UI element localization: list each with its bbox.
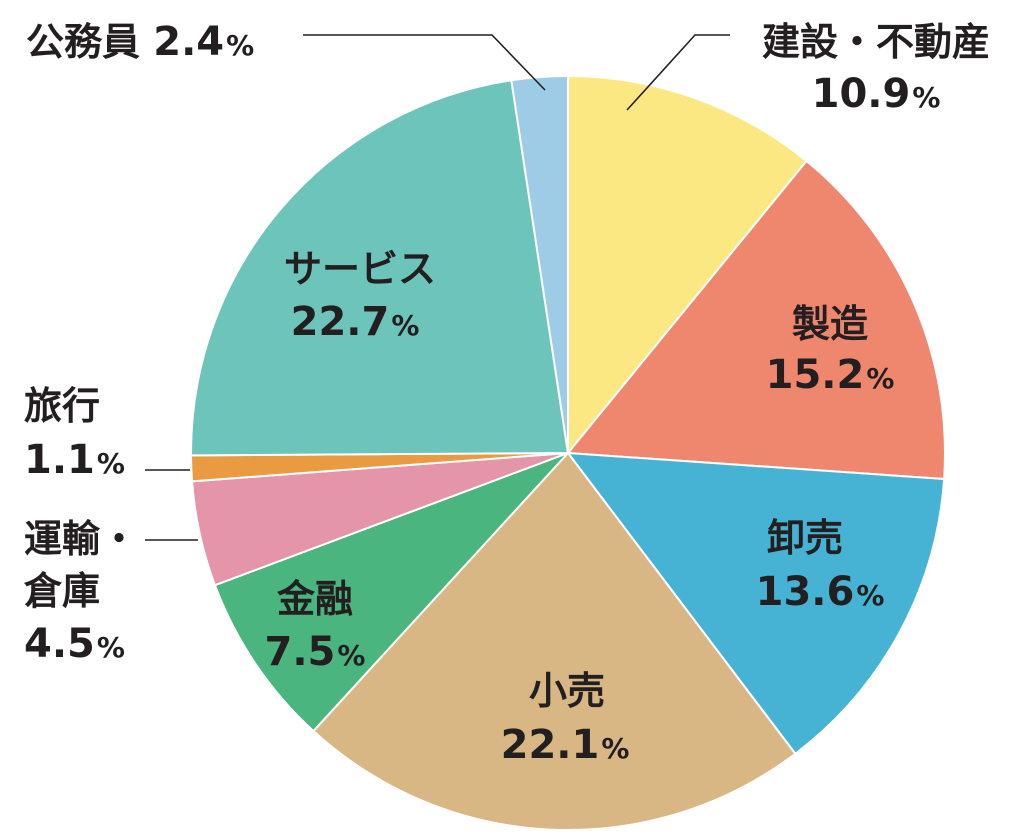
- slice-label-3: 小売: [529, 669, 605, 713]
- slice-label-4: 金融: [276, 577, 353, 621]
- slice-value-5: 4.5%: [24, 621, 125, 667]
- slice-value-3: 22.1%: [501, 722, 630, 768]
- slice-label-2: 卸売: [767, 516, 843, 560]
- slice-label-7: サービス: [284, 247, 436, 291]
- pie-slice-2: [567, 452, 946, 755]
- pie-slice-3: [312, 452, 797, 831]
- slice-value-4: 7.5%: [265, 629, 366, 675]
- slice-value-6: 1.1%: [24, 437, 125, 483]
- slice-label-1: 製造: [792, 302, 868, 346]
- slice-value-0: 10.9%: [812, 71, 941, 117]
- pie-slice-1: [567, 160, 946, 481]
- slice-label-0: 建設・不動産: [762, 20, 990, 64]
- pie-slices: [190, 75, 946, 831]
- leader-lines: [145, 34, 730, 541]
- pie-slice-0: [567, 75, 808, 454]
- slice-value-2: 13.6%: [756, 569, 885, 615]
- pie-slice-4: [213, 452, 569, 733]
- slice-label-5-line-0: 運輸・: [24, 517, 138, 561]
- leader-line-0: [626, 34, 730, 111]
- pie-slice-7: [190, 79, 569, 457]
- slice-labels: 建設・不動産 10.9% 製造 15.2% 卸売 13.6% 小売 22.1% 金融 7.5% 運輸…: [23, 19, 990, 768]
- leader-line-8: [303, 34, 546, 91]
- slice-label-8: 公務員 2.4%: [26, 19, 254, 65]
- slice-label-5-line-1: 倉庫: [23, 569, 100, 613]
- slice-value-7: 22.7%: [291, 299, 420, 345]
- slice-value-1: 15.2%: [766, 352, 895, 398]
- pie-slice-8: [510, 75, 569, 454]
- slice-label-6: 旅行: [24, 384, 100, 428]
